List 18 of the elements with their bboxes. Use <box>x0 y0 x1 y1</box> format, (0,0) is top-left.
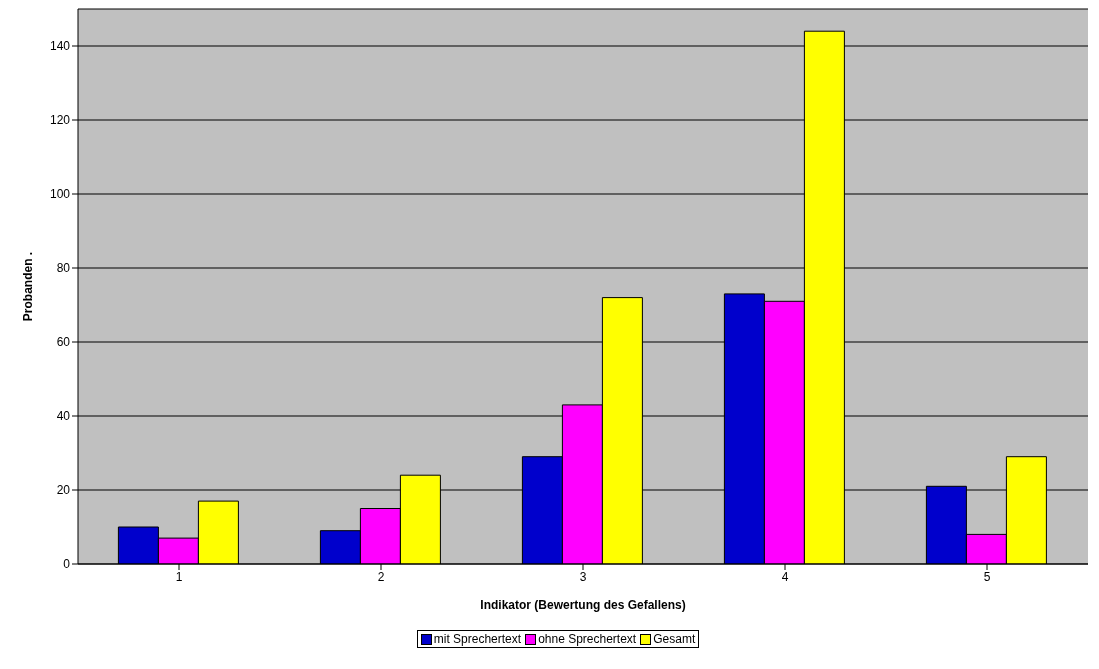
legend-label: Gesamt <box>652 632 696 646</box>
x-tick-label: 2 <box>377 569 385 584</box>
x-axis-title: Indikator (Bewertung des Gefallens) <box>480 598 686 612</box>
y-tick-label: 40 <box>56 409 71 424</box>
y-tick-label: 60 <box>56 335 71 350</box>
y-tick-label: 20 <box>56 483 71 498</box>
x-tick-label: 5 <box>983 569 991 584</box>
x-tick-label: 1 <box>175 569 183 584</box>
y-tick-label: 100 <box>49 187 71 202</box>
y-tick-label: 120 <box>49 113 71 128</box>
y-tick-label: 0 <box>63 557 71 572</box>
y-tick-label: 80 <box>56 261 71 276</box>
legend-label: mit Sprechertext <box>432 632 522 646</box>
y-tick-label: 140 <box>49 39 71 54</box>
x-tick-label: 4 <box>781 569 789 584</box>
y-axis-title: Probanden . <box>21 251 36 322</box>
x-tick-label: 3 <box>579 569 587 584</box>
legend-label: ohne Sprechertext <box>537 632 637 646</box>
